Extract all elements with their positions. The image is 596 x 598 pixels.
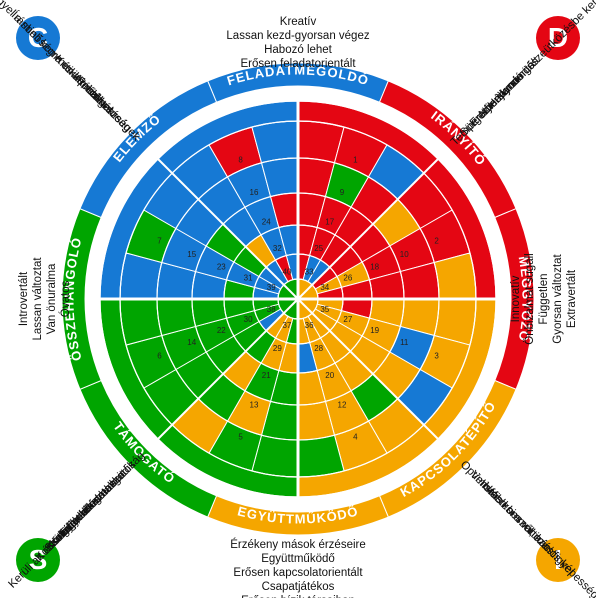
svg-text:13: 13 xyxy=(250,400,259,409)
trait-text: Habozó lehet xyxy=(264,44,332,56)
svg-text:1: 1 xyxy=(353,156,358,165)
svg-text:4: 4 xyxy=(353,433,358,442)
trait-text: Együttműködő xyxy=(261,553,335,565)
svg-text:11: 11 xyxy=(400,338,409,347)
svg-text:14: 14 xyxy=(187,338,196,347)
svg-text:10: 10 xyxy=(400,250,409,259)
svg-text:25: 25 xyxy=(314,244,323,253)
svg-text:29: 29 xyxy=(273,344,282,353)
trait-text: Introvertált xyxy=(18,272,30,326)
svg-text:28: 28 xyxy=(314,344,323,353)
svg-text:38: 38 xyxy=(267,305,276,314)
svg-text:21: 21 xyxy=(262,371,271,380)
trait-text: Erősen feladatorientált xyxy=(240,58,355,70)
svg-text:27: 27 xyxy=(343,315,352,324)
trait-text: Innovatív xyxy=(510,276,522,323)
trait-text: Lassan változtat xyxy=(32,257,44,340)
trait-text: Önbizalmat sugall xyxy=(524,253,536,344)
trait-text: Kreatív xyxy=(280,16,316,28)
svg-text:8: 8 xyxy=(238,156,243,165)
svg-text:31: 31 xyxy=(244,273,253,282)
svg-text:17: 17 xyxy=(325,217,334,226)
svg-text:23: 23 xyxy=(217,262,226,271)
svg-text:33: 33 xyxy=(305,267,314,276)
trait-text: Független xyxy=(538,273,550,324)
svg-text:20: 20 xyxy=(325,371,334,380)
svg-text:12: 12 xyxy=(338,400,347,409)
trait-text: Érzékeny mások érzéseire xyxy=(230,539,366,551)
svg-text:22: 22 xyxy=(217,326,226,335)
disc-diagram: FELADATMEGOLDÓIRÁNYÍTÓMEGGYŐZŐKAPCSOLATÉ… xyxy=(0,0,596,598)
svg-text:32: 32 xyxy=(273,244,282,253)
svg-text:7: 7 xyxy=(157,237,162,246)
trait-text: Van önuralma xyxy=(46,264,58,335)
svg-text:34: 34 xyxy=(320,283,329,292)
svg-text:35: 35 xyxy=(320,305,329,314)
svg-text:15: 15 xyxy=(187,250,196,259)
svg-text:40: 40 xyxy=(282,267,291,276)
svg-text:9: 9 xyxy=(340,188,345,197)
svg-text:37: 37 xyxy=(282,321,291,330)
trait-text: Gyorsan változtat xyxy=(552,254,564,343)
svg-text:24: 24 xyxy=(262,217,271,226)
svg-text:2: 2 xyxy=(434,237,439,246)
svg-text:18: 18 xyxy=(370,262,379,271)
svg-text:26: 26 xyxy=(343,273,352,282)
svg-text:16: 16 xyxy=(250,188,259,197)
trait-text: Óvatos xyxy=(60,281,72,317)
trait-text: Extravertált xyxy=(566,270,578,328)
svg-text:5: 5 xyxy=(238,433,243,442)
trait-text: Lassan kezd-gyorsan végez xyxy=(226,30,369,42)
svg-text:39: 39 xyxy=(267,283,276,292)
trait-text: Csapatjátékos xyxy=(262,581,335,593)
svg-text:30: 30 xyxy=(244,315,253,324)
trait-text: Erősen kapcsolatorientált xyxy=(233,567,362,579)
svg-text:3: 3 xyxy=(434,352,439,361)
svg-text:36: 36 xyxy=(305,321,314,330)
svg-text:6: 6 xyxy=(157,352,162,361)
svg-text:19: 19 xyxy=(370,326,379,335)
